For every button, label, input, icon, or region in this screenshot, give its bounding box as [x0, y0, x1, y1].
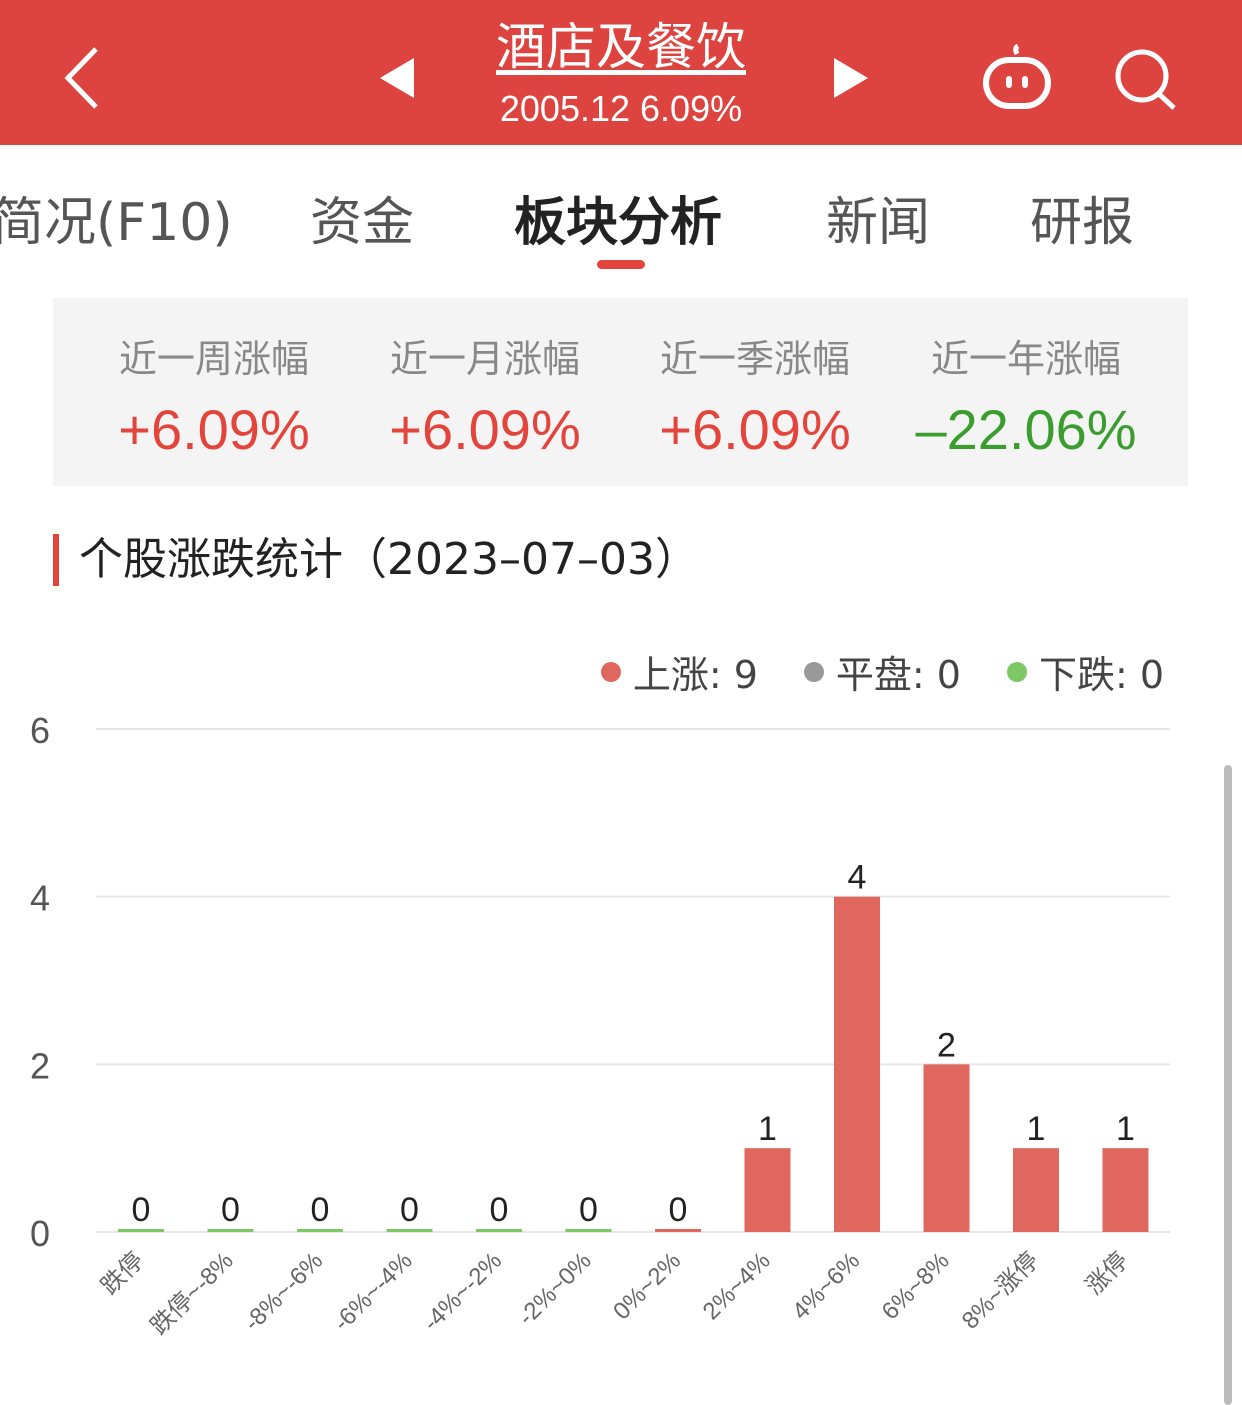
bar-value-label: 0	[132, 1191, 151, 1229]
distribution-bar-chart: 02460跌停0跌停~-8%0-8%~-6%0-6%~-4%0-4%~-2%0-…	[30, 710, 1170, 1340]
summary-quarter: 近一季涨幅 +6.09%	[659, 337, 851, 461]
bar-value-label: 0	[311, 1191, 330, 1229]
bar	[923, 1064, 970, 1232]
page-title[interactable]: 酒店及餐饮	[496, 18, 746, 76]
bar-value-label: 0	[669, 1191, 688, 1229]
bar-value-label: 1	[1027, 1110, 1046, 1148]
prev-triangle-icon[interactable]	[380, 58, 414, 98]
x-tick-label: 8%~涨停	[957, 1247, 1044, 1334]
change-summary: 近一周涨幅 +6.09% 近一月涨幅 +6.09% 近一季涨幅 +6.09% 近一年涨…	[53, 298, 1188, 486]
bar-value-label: 0	[221, 1191, 240, 1229]
tab-sector-analysis[interactable]: 板块分析	[514, 193, 723, 253]
x-tick-label: -8%~-6%	[239, 1247, 328, 1336]
bar	[655, 1229, 701, 1232]
bar	[118, 1229, 164, 1232]
x-tick-label: 4%~6%	[787, 1247, 865, 1325]
x-tick-label: 6%~8%	[877, 1247, 955, 1325]
bar	[297, 1229, 343, 1232]
index-quote: 2005.12 6.09%	[499, 88, 743, 129]
x-tick-label: 涨停	[1081, 1247, 1134, 1300]
x-tick-label: -2%~0%	[513, 1247, 597, 1331]
bar	[834, 896, 880, 1232]
x-tick-label: 0%~2%	[608, 1247, 686, 1325]
bar-value-label: 1	[1116, 1110, 1135, 1148]
legend-up: 上涨: 9	[600, 644, 758, 699]
summary-week: 近一周涨幅 +6.09%	[118, 337, 310, 461]
y-tick-label: 2	[30, 1045, 50, 1086]
bar	[476, 1229, 522, 1232]
y-tick-label: 6	[30, 710, 50, 751]
robot-icon[interactable]	[980, 44, 1054, 110]
legend-dot	[600, 661, 621, 682]
section-title: 个股涨跌统计（2023–07–03）	[53, 534, 699, 586]
search-icon[interactable]	[1112, 46, 1178, 112]
summary-month: 近一月涨幅 +6.09%	[389, 337, 581, 461]
legend-dot	[1006, 661, 1027, 682]
y-tick-label: 4	[30, 878, 50, 919]
top-bar: 酒店及餐饮 2005.12 6.09%	[0, 0, 1242, 145]
bar	[207, 1229, 254, 1232]
chart-legend: 上涨: 9 平盘: 0 下跌: 0	[600, 644, 1164, 699]
bar-value-label: 4	[848, 859, 867, 897]
x-tick-label: 跌停~-8%	[146, 1247, 239, 1340]
tab-funds[interactable]: 资金	[310, 193, 415, 253]
back-icon[interactable]	[62, 45, 102, 111]
bar-value-label: 1	[758, 1110, 777, 1148]
bar	[744, 1148, 791, 1232]
tab-news[interactable]: 新闻	[826, 193, 931, 253]
summary-year: 近一年涨幅 –22.06%	[915, 337, 1137, 461]
next-triangle-icon[interactable]	[834, 58, 868, 98]
y-tick-label: 0	[30, 1213, 50, 1254]
bar-value-label: 0	[400, 1191, 419, 1229]
legend-flat: 平盘: 0	[803, 644, 961, 699]
x-tick-label: -4%~-2%	[418, 1247, 507, 1336]
x-tick-label: -6%~-4%	[328, 1247, 417, 1336]
bar-value-label: 0	[490, 1191, 509, 1229]
tab-f10[interactable]: 简况(F10)	[0, 193, 233, 253]
bar	[565, 1229, 612, 1232]
x-tick-label: 2%~4%	[698, 1247, 776, 1325]
bar	[386, 1229, 433, 1232]
x-tick-label: 跌停	[96, 1247, 149, 1300]
tab-research[interactable]: 研报	[1030, 193, 1135, 253]
tab-bar: 简况(F10) 资金 板块分析 新闻 研报	[0, 150, 1242, 270]
bar	[1013, 1148, 1059, 1232]
active-tab-indicator	[597, 260, 645, 269]
bar-value-label: 0	[579, 1191, 598, 1229]
legend-dot	[803, 661, 824, 682]
legend-down: 下跌: 0	[1006, 644, 1164, 699]
bar	[1102, 1148, 1149, 1232]
bar-value-label: 2	[937, 1026, 956, 1064]
scrollbar[interactable]	[1224, 765, 1232, 1405]
